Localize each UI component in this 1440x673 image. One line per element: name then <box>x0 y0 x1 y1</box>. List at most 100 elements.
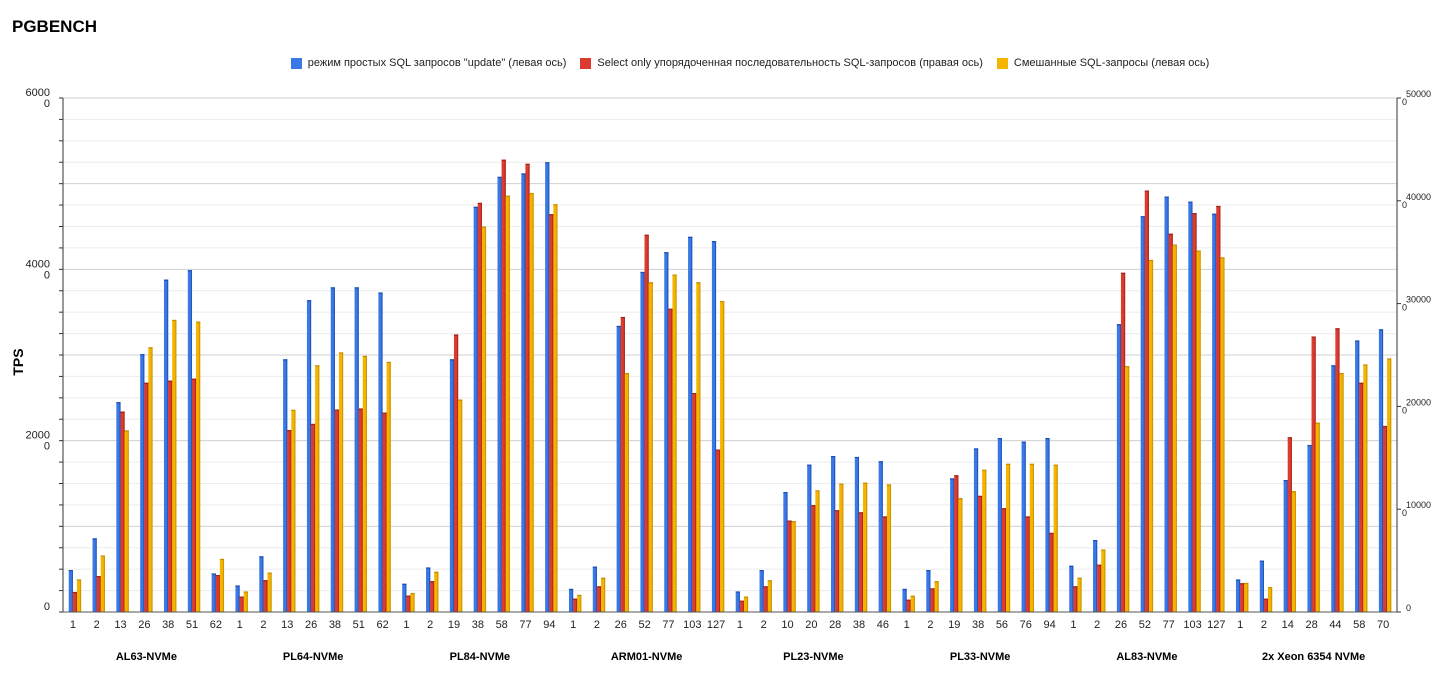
bar <box>973 448 979 612</box>
bar <box>787 520 792 612</box>
x-tick-label: 52 <box>1139 619 1151 631</box>
bar-shade <box>651 282 653 612</box>
bar <box>386 361 391 612</box>
bar <box>1125 366 1130 612</box>
bar <box>263 580 268 612</box>
bar-shade <box>1191 201 1193 612</box>
bar <box>978 495 983 612</box>
bar <box>997 438 1002 612</box>
bar <box>1387 358 1392 612</box>
bar <box>934 581 939 612</box>
legend-item-mixed[interactable]: Смешанные SQL-запросы (левая ось) <box>996 57 1209 69</box>
bar-shade <box>719 449 721 612</box>
bar-shade <box>1318 422 1320 612</box>
bar-cap <box>715 449 721 451</box>
bar-shade <box>365 355 367 612</box>
bar <box>739 600 745 612</box>
x-tick-label: 26 <box>1115 619 1127 631</box>
bar <box>1339 372 1344 612</box>
bar-cap <box>950 478 955 480</box>
bar <box>1025 516 1030 612</box>
bar <box>835 510 840 612</box>
bar-cap <box>1220 257 1225 259</box>
bar-cap <box>434 571 439 573</box>
bar-cap <box>497 176 502 179</box>
bar <box>168 380 173 612</box>
bar-cap <box>600 577 606 579</box>
bar <box>1049 532 1054 612</box>
bar <box>191 378 197 612</box>
bar-shade <box>627 372 630 612</box>
bar-cap <box>735 591 740 593</box>
bar-cap <box>648 282 653 284</box>
bar-cap <box>354 287 359 289</box>
bar <box>358 408 363 612</box>
bar <box>1291 491 1297 612</box>
bar-shade <box>747 596 749 612</box>
x-tick-label: 76 <box>1020 619 1032 631</box>
bar-cap <box>791 521 796 523</box>
bar-shade <box>1128 366 1130 612</box>
bar <box>577 594 582 612</box>
bar <box>1315 422 1320 612</box>
bar-cap <box>386 361 391 364</box>
bar-shade <box>556 204 558 612</box>
x-tick-label: 13 <box>281 619 293 631</box>
bar-cap <box>1291 491 1297 493</box>
bar-cap <box>1029 463 1034 465</box>
bar <box>1093 540 1098 612</box>
bar <box>1331 365 1336 612</box>
bar-cap <box>235 585 240 587</box>
x-tick-label: 127 <box>707 619 725 631</box>
bar <box>1029 463 1034 612</box>
bar <box>402 583 407 612</box>
bar-shade <box>675 274 677 612</box>
bar <box>1120 272 1126 612</box>
bar-shade <box>214 573 216 612</box>
bar-cap <box>624 372 630 375</box>
bar-shade <box>723 301 725 612</box>
bar-shade <box>834 456 836 612</box>
bar-cap <box>458 399 463 401</box>
bar-shade <box>762 570 764 612</box>
legend-item-update[interactable]: режим простых SQL запросов "update" (лев… <box>290 57 566 69</box>
bar-cap <box>839 483 844 485</box>
bar <box>449 359 455 612</box>
bar-cap <box>640 271 645 274</box>
bar-cap <box>934 581 939 583</box>
bar-cap <box>477 202 482 205</box>
bar-cap <box>76 579 82 581</box>
bar <box>1240 583 1245 612</box>
bar-shade <box>262 556 264 612</box>
bar <box>668 308 673 612</box>
bar-cap <box>1073 586 1078 588</box>
bar <box>311 423 316 612</box>
bar-shade <box>766 586 768 612</box>
bar-shade <box>1366 364 1368 612</box>
x-tick-label: 2 <box>427 619 433 631</box>
bar <box>148 347 153 612</box>
legend-item-select[interactable]: Select only упорядоченная последовательн… <box>580 57 983 69</box>
x-tick-label: 1 <box>904 619 910 631</box>
bar-cap <box>306 300 312 302</box>
bar-shade <box>528 163 530 613</box>
bar-cap <box>116 402 121 404</box>
bar-shade <box>838 510 840 612</box>
bar <box>720 301 725 612</box>
bar-cap <box>906 599 911 601</box>
bar-shade <box>1199 250 1201 612</box>
bar-cap <box>1077 577 1082 579</box>
x-tick-label: 94 <box>543 619 555 631</box>
bar-shade <box>671 308 673 612</box>
bar-shade <box>985 469 987 612</box>
x-tick-label: 62 <box>376 619 388 631</box>
bar <box>783 492 788 612</box>
bar-shade <box>123 411 125 612</box>
bar-shade <box>842 483 844 612</box>
bar-shade <box>1243 583 1245 612</box>
bar-shade <box>476 206 478 612</box>
bar <box>624 372 630 612</box>
y-tick-label-right-sub: 0 <box>1402 508 1407 518</box>
bar <box>481 226 487 612</box>
bar-cap <box>259 556 264 558</box>
